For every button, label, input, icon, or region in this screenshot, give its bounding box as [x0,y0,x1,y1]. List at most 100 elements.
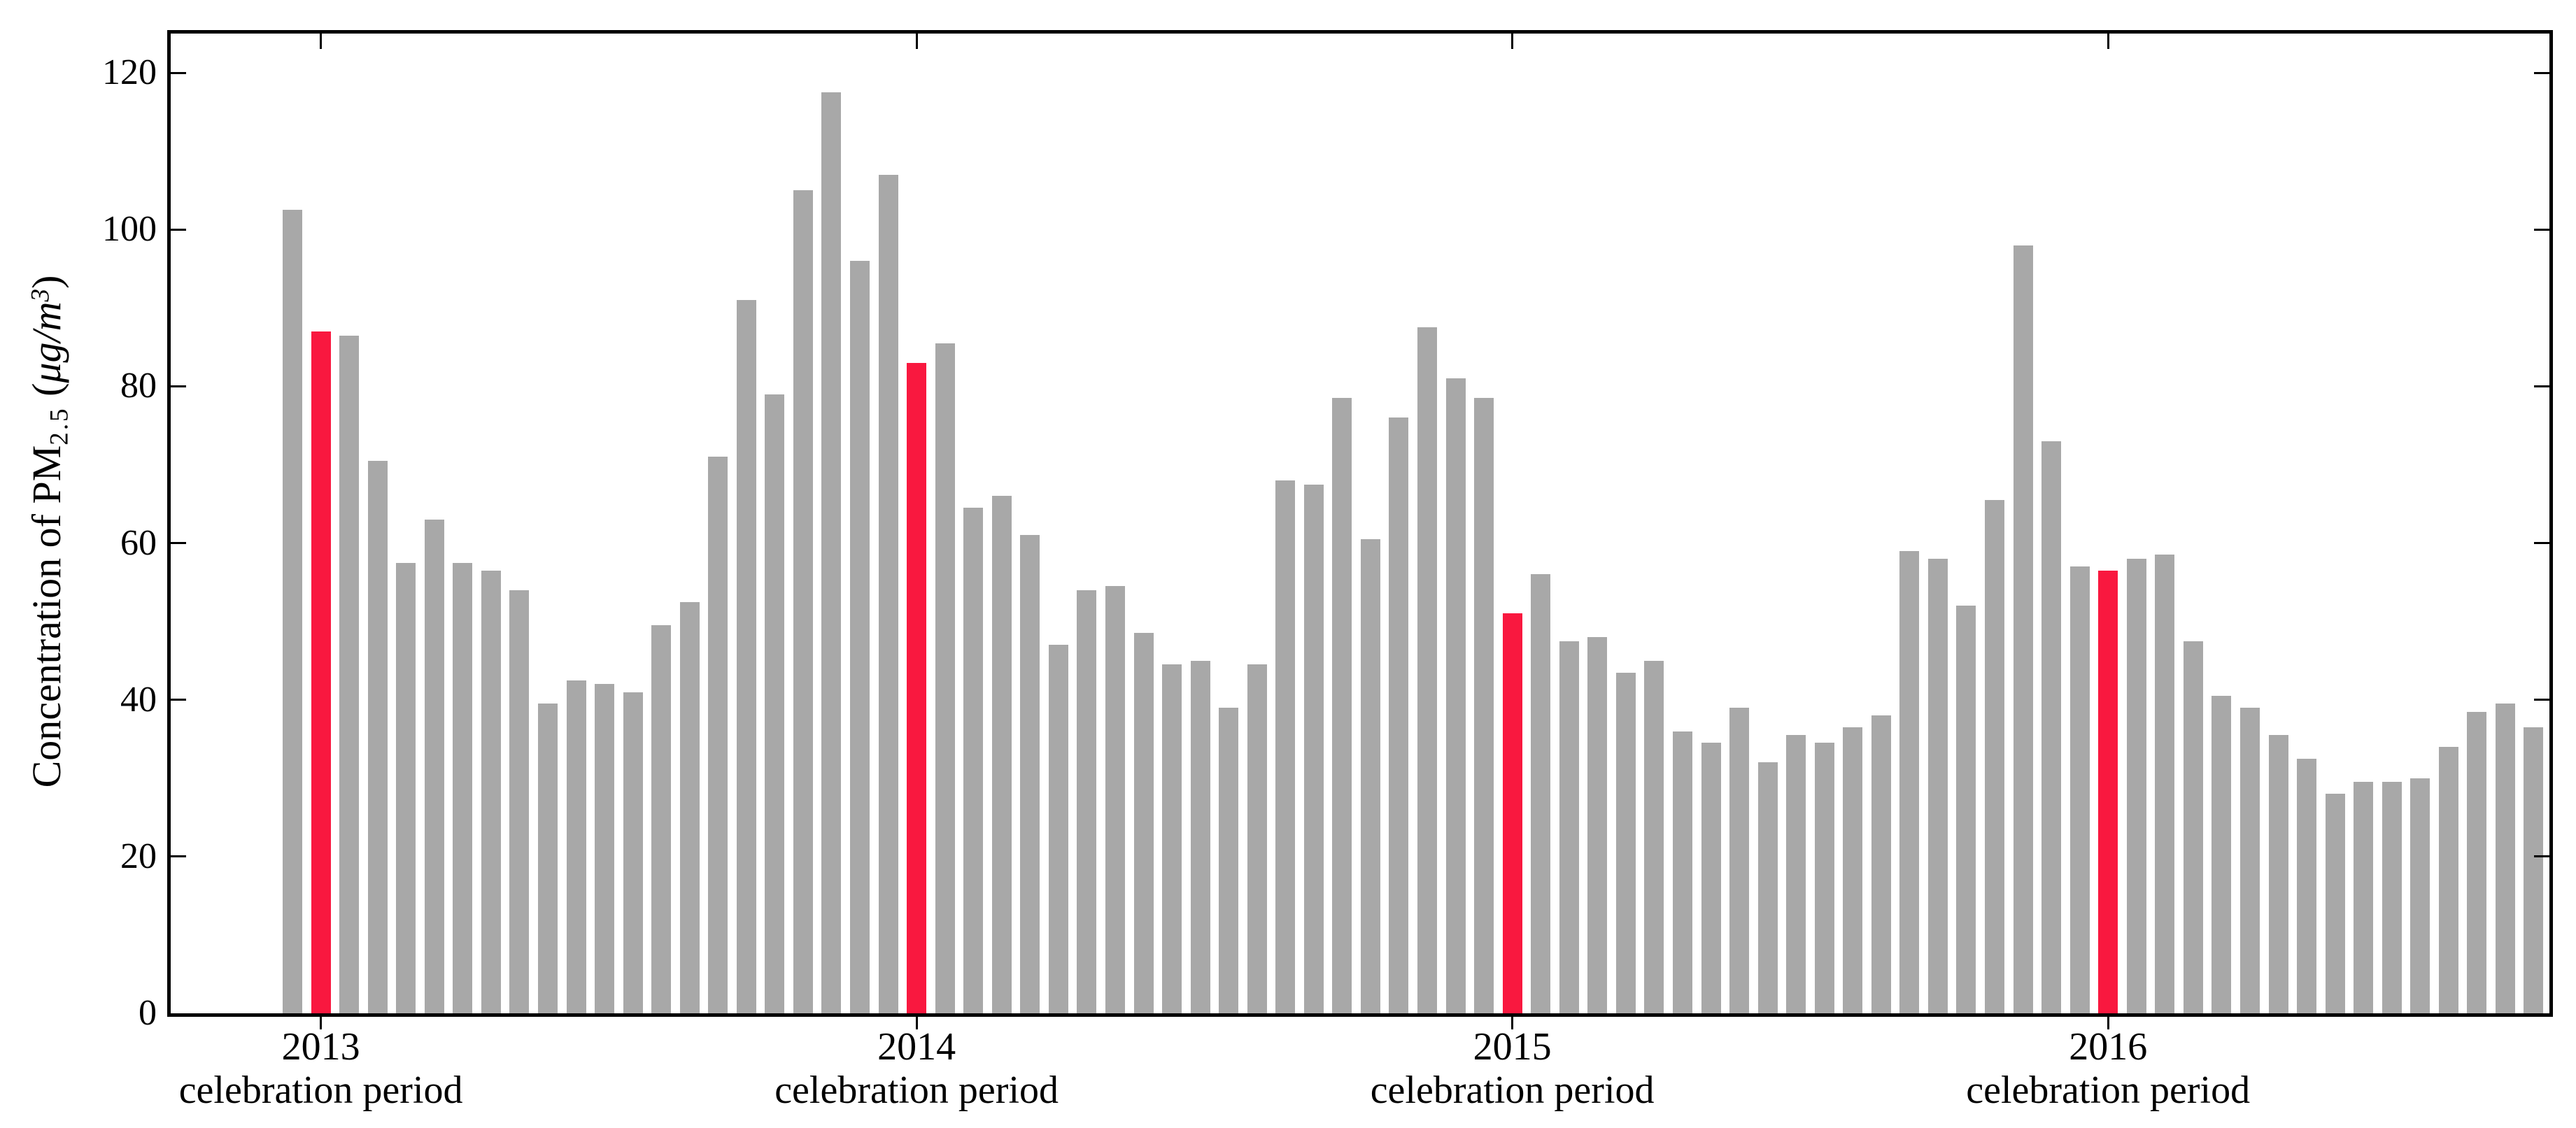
bar [1729,707,1749,1013]
bar [963,508,984,1013]
bar [1389,417,1409,1013]
x-group-caption: celebration period [1966,1069,2251,1112]
x-group-label: 2015 celebration period [1233,1025,1792,1112]
bar [935,343,955,1013]
x-tick-mark-bottom [915,1013,918,1029]
bar [453,562,473,1013]
x-tick-mark-top [320,34,323,49]
bar [481,570,501,1013]
bar [509,590,530,1013]
plot-area [167,30,2553,1017]
bar [878,174,898,1013]
bar [1615,672,1636,1013]
y-tick-label: 40 [120,679,157,720]
y-tick-mark [171,699,186,701]
bar [2041,441,2062,1013]
y-tick-mark [2534,699,2549,701]
y-axis-title-text: Concentration of PM [24,445,70,788]
bar [1048,645,1068,1013]
bar [1190,660,1210,1013]
bar [2239,707,2260,1013]
y-tick-mark [171,855,186,858]
bar [623,692,643,1013]
y-tick-label: 60 [120,522,157,563]
bar [1786,735,1806,1013]
bar [1020,535,1040,1013]
y-tick-mark [2534,542,2549,544]
bar [1162,664,1182,1013]
y-axis-title-paren-close: ) [24,275,70,289]
x-group-label: 2014 celebration period [637,1025,1196,1112]
y-axis-title-exponent: 3 [26,288,55,302]
bar [736,300,756,1013]
bar [1814,743,1834,1013]
bar [651,625,672,1013]
x-tick-mark-bottom [1511,1013,1514,1029]
bar [1644,660,1664,1013]
bar [1275,480,1296,1013]
bar [566,680,586,1013]
bar [1247,664,1267,1013]
bar [1871,715,1891,1013]
bar [1219,707,1239,1013]
highlight-bar [1502,613,1522,1013]
bar [1843,727,1863,1013]
x-group-year: 2016 [2069,1025,2148,1069]
bar [1474,398,1494,1013]
bar [2410,778,2430,1013]
bar [2524,727,2544,1013]
bar [2438,746,2458,1013]
y-tick-label: 120 [102,52,157,92]
bar [396,562,416,1013]
x-group-year: 2015 [1473,1025,1552,1069]
bar [367,460,388,1013]
bar [2467,711,2487,1013]
highlight-bar [311,331,331,1013]
x-tick-mark-bottom [320,1013,323,1029]
bar [2155,555,2175,1013]
bar [1303,484,1324,1013]
bar [2183,641,2203,1013]
y-tick-label: 0 [139,993,157,1033]
highlight-bar [907,362,927,1013]
bar [793,190,813,1013]
bar [1360,538,1380,1013]
y-tick-mark [171,71,186,74]
bar [538,704,558,1013]
bar [850,261,870,1013]
x-group-label: 2016 celebration period [1828,1025,2388,1112]
x-group-label: 2013 celebration period [41,1025,601,1112]
y-tick-mark [171,385,186,387]
x-tick-mark-top [915,34,918,49]
bar [2495,704,2515,1013]
x-group-year: 2013 [281,1025,360,1069]
bar [2382,782,2402,1013]
bar [1672,731,1692,1013]
bar [1133,633,1154,1013]
x-group-caption: celebration period [178,1069,463,1112]
bar [765,394,785,1013]
bar [2069,566,2090,1013]
bar [1927,558,1948,1013]
bar [2211,696,2232,1013]
x-group-caption: celebration period [774,1069,1059,1112]
y-axis-title-subscript: 2.5 [45,406,74,445]
y-tick-mark [171,542,186,544]
bar [595,684,614,1013]
x-group-caption: celebration period [1370,1069,1655,1112]
bar [283,210,302,1013]
bar [1956,606,1976,1013]
bar [679,601,700,1013]
y-tick-mark [2534,71,2549,74]
bar [2325,794,2345,1013]
bar [1417,327,1437,1013]
bar [1559,641,1579,1013]
bar [2268,735,2288,1013]
bar [2013,245,2033,1013]
bar [2297,758,2316,1013]
y-tick-mark [171,228,186,231]
bar [1899,550,1920,1013]
bar [1105,586,1125,1013]
y-tick-label: 80 [120,366,157,406]
